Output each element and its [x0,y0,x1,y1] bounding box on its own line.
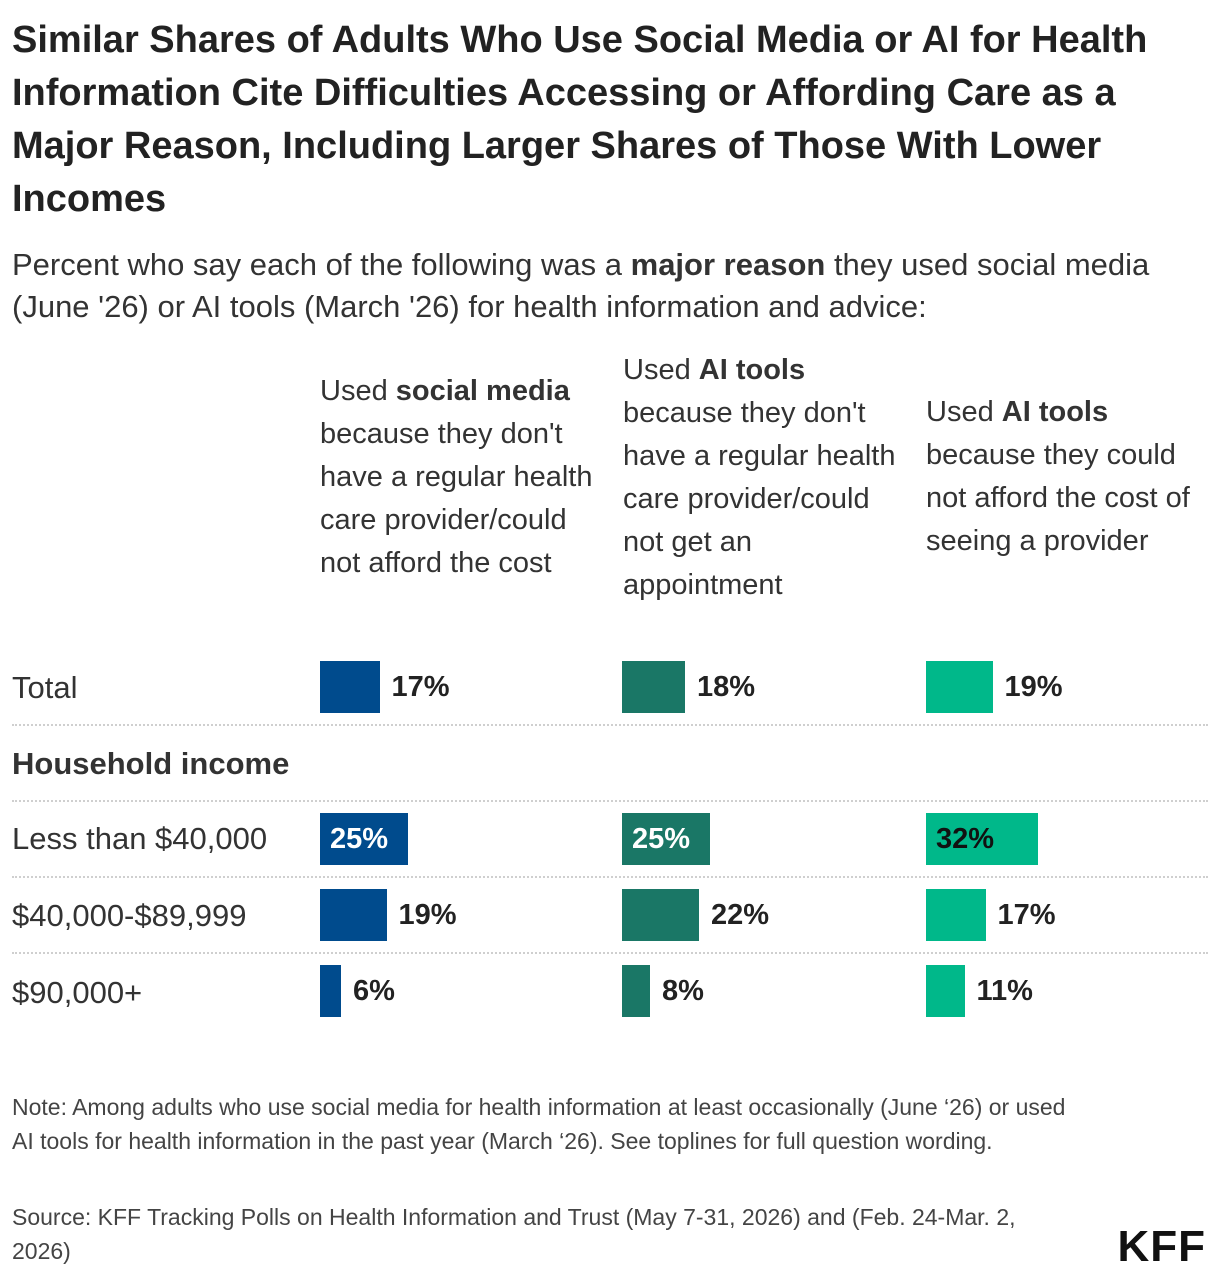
value-label-ai-appointment-less-than-40000: 25% [632,823,691,855]
row-label-90000-plus: $90,000+ [12,975,143,1010]
group-label-household-income: Household income [12,746,290,781]
row-separator [12,724,1208,726]
bar-ai-appointment-40000-89999 [622,889,699,941]
chart-title: Similar Shares of Adults Who Use Social … [12,19,1148,220]
bar-ai-cost-total [926,661,993,713]
value-label-ai-cost-40000-89999: 17% [997,899,1056,931]
bar-social-media-90000-plus [320,965,341,1017]
column-header-ai-cost: Used AI tools because they could not aff… [926,396,1190,557]
bar-ai-cost-less-than-40000 [926,813,1038,865]
bar-social-media-40000-89999 [320,889,387,941]
value-label-ai-cost-90000-plus: 11% [976,975,1033,1007]
value-label-ai-appointment-40000-89999: 22% [711,899,770,931]
bar-ai-appointment-total [622,661,685,713]
column-header-social-media: Used social media because they don't hav… [320,375,593,579]
subtitle-text-post: they used social media (June '26) or AI … [12,247,1150,324]
bar-social-media-less-than-40000 [320,813,408,865]
value-label-ai-appointment-90000-plus: 8% [662,975,704,1007]
row-separator [12,952,1208,954]
value-label-ai-cost-total: 19% [1004,671,1063,703]
value-label-social-media-less-than-40000: 25% [330,823,389,855]
bar-ai-appointment-90000-plus [622,965,650,1017]
value-label-ai-appointment-total: 18% [697,671,756,703]
value-label-social-media-40000-89999: 19% [398,899,457,931]
bar-ai-appointment-less-than-40000 [622,813,710,865]
value-label-ai-cost-less-than-40000: 32% [936,823,995,855]
value-label-social-media-total: 17% [391,671,450,703]
value-label-social-media-90000-plus: 6% [353,975,395,1007]
bar-social-media-total [320,661,380,713]
chart-subtitle: Percent who say each of the following wa… [12,244,1202,328]
row-separator [12,876,1208,878]
row-separator [12,800,1208,802]
chart-note: Note: Among adults who use social media … [12,1094,1066,1154]
column-header-ai-appointment: Used AI tools because they don't have a … [623,354,896,601]
row-label-less-than-40000: Less than $40,000 [12,821,268,856]
subtitle-text-pre: Percent who say each of the following wa… [12,247,631,282]
kff-logo: KFF [1117,1222,1206,1271]
chart-source: Source: KFF Tracking Polls on Health Inf… [12,1204,1016,1264]
bar-ai-cost-40000-89999 [926,889,986,941]
bar-ai-cost-90000-plus [926,965,965,1017]
row-label-40000-89999: $40,000-$89,999 [12,898,247,933]
row-label-total: Total [12,670,78,705]
subtitle-emphasis: major reason [630,247,826,282]
